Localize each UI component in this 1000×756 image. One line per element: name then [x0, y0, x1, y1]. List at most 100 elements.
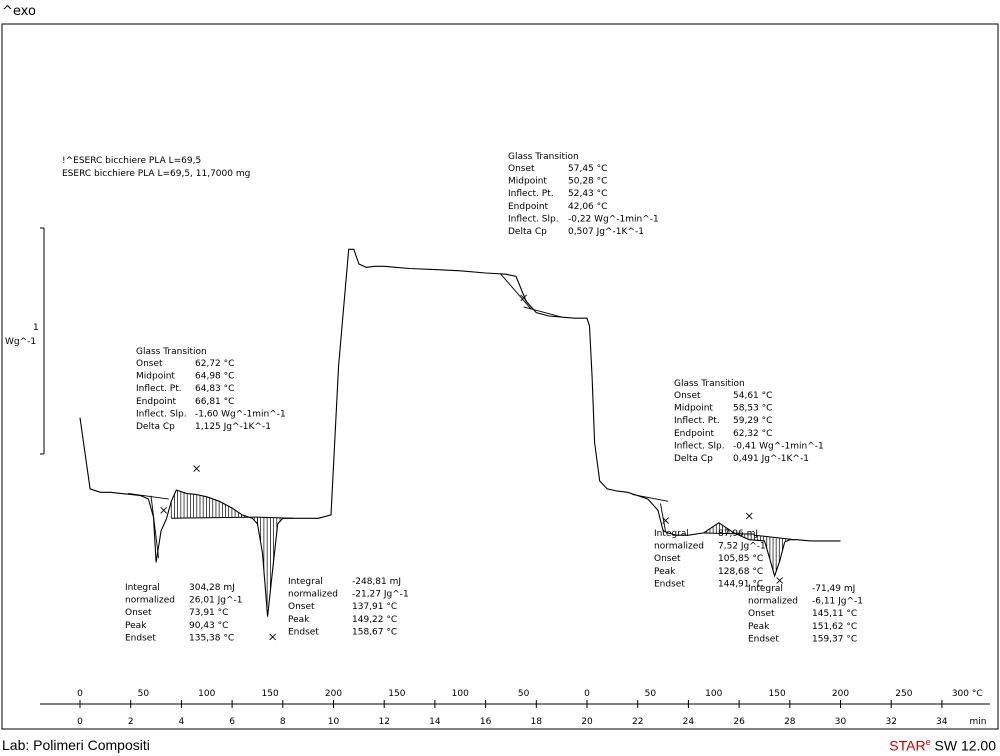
ann-key: Integral: [748, 584, 783, 594]
ann-key: Endpoint: [136, 397, 177, 407]
ann-value: 87,96 mJ: [718, 529, 758, 539]
temp-tick-label: 150: [388, 689, 405, 699]
temp-tick-label: 100: [705, 689, 722, 699]
time-tick-label: 24: [683, 717, 695, 727]
ann-value: 105,85 °C: [718, 554, 763, 564]
y-scale-bar: 1 Wg^-1: [5, 227, 45, 455]
tangent-tg3-before: [632, 494, 669, 502]
temp-tick-label: 0: [77, 689, 83, 699]
time-tick-label: 16: [480, 717, 492, 727]
temp-tick-label: 100: [198, 689, 215, 699]
hatch-melt-2: [753, 534, 795, 572]
cross-stroke: [520, 294, 527, 302]
marker-peak-4: [776, 577, 783, 584]
ann-key: Midpoint: [136, 372, 175, 382]
peak-baseline: [171, 516, 258, 519]
ann-value: -6,11 Jg^-1: [812, 597, 863, 607]
ann-key: Onset: [508, 164, 535, 174]
peak-integral-1: Integral 304,28 mJ normalized 26,01 Jg^-1 O…: [125, 583, 243, 643]
ann-key: Peak: [288, 615, 310, 625]
ann-value: -21,27 Jg^-1: [352, 590, 409, 600]
marker-peak-1: [193, 465, 200, 472]
ann-value: 62,72 °C: [195, 359, 234, 369]
ann-key: Integral: [125, 583, 160, 593]
cross-stroke: [269, 633, 276, 641]
ann-key: Inflect. Slp.: [508, 214, 559, 224]
cross-stroke: [160, 507, 167, 514]
ann-key: Midpoint: [508, 177, 547, 187]
ann-key: Endset: [748, 634, 779, 644]
ann-value: 64,83 °C: [195, 384, 234, 394]
time-tick-label: 14: [429, 717, 441, 727]
ann-value: 144,91 °C: [718, 579, 763, 589]
ann-key: Peak: [654, 567, 676, 577]
temp-tick-label: 50: [645, 689, 657, 699]
ann-key: Endset: [125, 633, 156, 643]
ann-value: -0,22 Wg^-1min^-1: [568, 214, 659, 224]
time-tick-label: 26: [733, 717, 745, 727]
time-tick-label: 20: [581, 717, 593, 727]
ann-key: Onset: [288, 602, 315, 612]
ann-key: Inflect. Pt.: [136, 384, 182, 394]
brand-star: STAR: [889, 737, 926, 754]
ann-key: Inflect. Slp.: [136, 409, 187, 419]
time-tick-label: 22: [632, 717, 643, 727]
ann-key: Midpoint: [674, 404, 713, 414]
temp-tick-label: 100: [452, 689, 469, 699]
ann-value: -1,60 Wg^-1min^-1: [195, 409, 286, 419]
temp-tick-label: 200: [832, 689, 849, 699]
ann-value: 42,06 °C: [568, 202, 607, 212]
sample-name-1: !^ESERC bicchiere PLA L=69,5: [62, 156, 201, 166]
brand-sw: SW 12.00: [930, 737, 997, 754]
ann-key: Endpoint: [508, 202, 549, 212]
temp-tick-label: 50: [518, 689, 530, 699]
ann-value: 128,68 °C: [718, 567, 763, 577]
gt2-title: Glass Transition: [508, 152, 579, 162]
marker-peak-3: [745, 512, 753, 520]
ann-value: 149,22 °C: [352, 615, 397, 625]
peak-integral-4: Integral -71,49 mJ normalized -6,11 Jg^-1 O…: [748, 584, 863, 644]
y-scale-unit: Wg^-1: [5, 337, 36, 347]
ann-key: normalized: [748, 597, 798, 607]
ann-value: 137,91 °C: [352, 602, 397, 612]
ann-value: 1,125 Jg^-1K^-1: [195, 422, 271, 432]
temp-tick-label: 200: [325, 689, 342, 699]
ann-key: Onset: [654, 554, 681, 564]
hatch-cold-cryst-2: [703, 523, 755, 541]
ann-value: 0,491 Jg^-1K^-1: [733, 454, 809, 464]
ann-key: Integral: [654, 529, 689, 539]
ann-value: 64,98 °C: [195, 372, 234, 382]
ann-key: Inflect. Slp.: [674, 441, 725, 451]
ann-value: 58,53 °C: [733, 404, 772, 414]
evaluation-marks: [128, 273, 783, 641]
ann-value: 304,28 mJ: [189, 583, 235, 593]
dsc-curve: [79, 248, 841, 617]
tangent-tg1-step: [150, 495, 160, 558]
ann-key: Endset: [288, 627, 319, 637]
cross-stroke: [745, 512, 753, 520]
ann-value: 62,32 °C: [733, 429, 772, 439]
time-tick-label: 32: [885, 717, 896, 727]
marker-tg1: [160, 507, 167, 514]
ann-key: Endset: [654, 579, 685, 589]
ann-value: 7,52 Jg^-1: [718, 542, 766, 552]
ann-value: 52,43 °C: [568, 189, 607, 199]
ann-key: Onset: [136, 359, 163, 369]
peak-integral-2: Integral -248,81 mJ normalized -21,27 Jg^-…: [288, 577, 409, 637]
temp-tick-label: 0: [584, 689, 590, 699]
marker-peak-2: [269, 633, 276, 641]
ann-key: Integral: [288, 577, 323, 587]
tangent-tg2-step: [500, 273, 532, 310]
ann-key: normalized: [288, 590, 338, 600]
ann-key: Inflect. Pt.: [508, 189, 554, 199]
time-tick-label: 18: [531, 717, 543, 727]
glass-transition-2: Glass Transition Onset 57,45 °C Midpoint 50…: [508, 152, 659, 237]
ann-key: Delta Cp: [136, 422, 175, 432]
ann-key: Onset: [125, 608, 152, 618]
tangent-tg1-before: [128, 492, 169, 500]
ann-value: 151,62 °C: [812, 622, 857, 632]
marker-tg2: [520, 294, 527, 302]
temp-tick-label: 300 °C: [952, 689, 983, 699]
ann-value: 57,45 °C: [568, 164, 607, 174]
tangent-tg2-after: [523, 306, 562, 318]
